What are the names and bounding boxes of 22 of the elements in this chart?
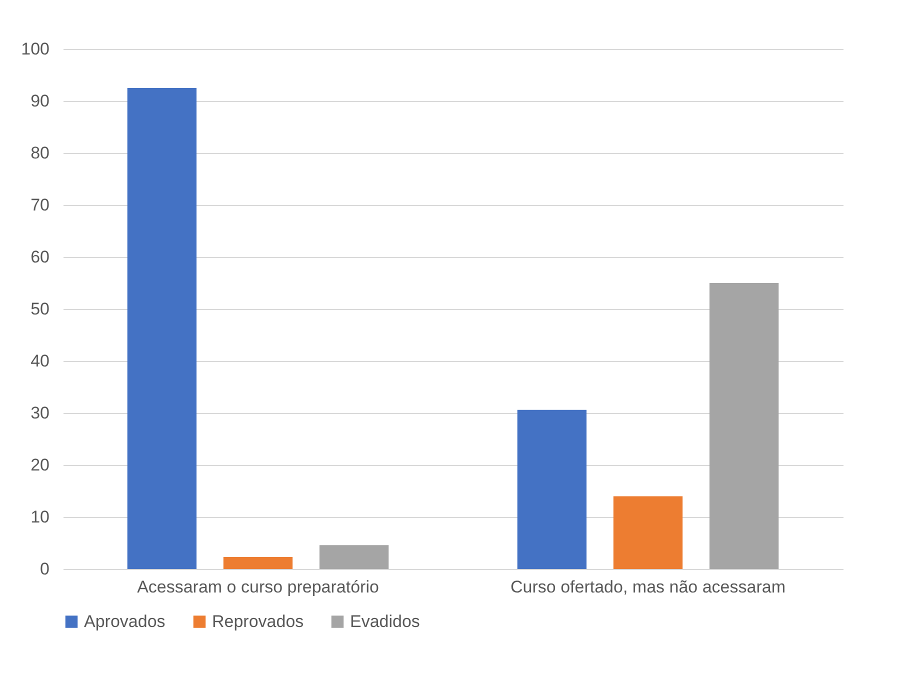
y-tick-label: 50 [30,300,50,318]
y-tick-label: 10 [30,508,50,526]
legend-label: Aprovados [84,612,166,631]
y-tick-label: 100 [21,40,50,58]
y-tick-label: 60 [30,248,50,266]
y-tick-label: 90 [30,92,50,110]
y-tick-label: 70 [30,196,50,214]
y-tick-label: 80 [30,144,50,162]
x-tick-label: Curso ofertado, mas não acessaram [510,578,786,596]
bar [613,496,683,569]
y-tick-label: 30 [30,404,50,422]
bar [319,545,389,569]
x-tick-label: Acessaram o curso preparatório [137,578,379,596]
y-tick-label: 0 [40,560,50,578]
bar [127,88,197,569]
legend-label: Reprovados [212,612,304,631]
bar [517,410,587,569]
bar [223,557,293,569]
y-tick-label: 20 [30,456,50,474]
y-tick-label: 40 [30,352,50,370]
bar [709,283,779,569]
legend-label: Evadidos [350,612,420,631]
